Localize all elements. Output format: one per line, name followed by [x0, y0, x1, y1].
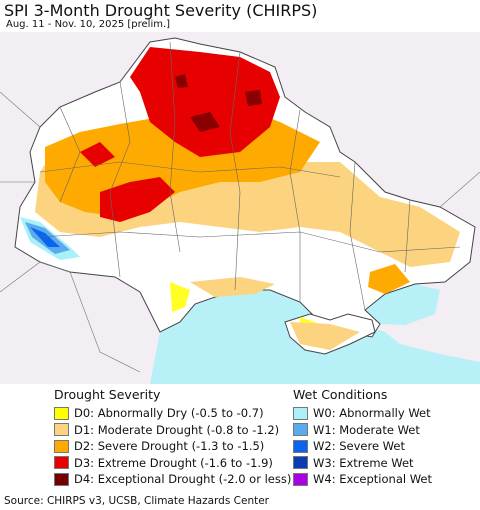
- legend-label-w4: W4: Exceptional Wet: [313, 472, 432, 487]
- legend-label-w2: W2: Severe Wet: [313, 439, 405, 454]
- swatch-w0: [293, 406, 308, 420]
- legend-label-d4: D4: Exceptional Drought (-2.0 or less): [74, 472, 292, 487]
- swatch-w1: [293, 423, 308, 437]
- drought-legend: Drought Severity D0: Abnormally Dry (-0.…: [54, 387, 291, 488]
- wet-legend: Wet Conditions W0: Abnormally Wet W1: Mo…: [293, 387, 432, 488]
- drought-d3-area: [80, 47, 280, 222]
- oblast-boundaries: [39, 41, 461, 311]
- wet-areas: [20, 217, 80, 260]
- swatch-d3: [54, 456, 69, 470]
- legend-item-w4: W4: Exceptional Wet: [293, 471, 432, 488]
- legend-label-w3: W3: Extreme Wet: [313, 455, 414, 470]
- swatch-w2: [293, 439, 308, 453]
- legend-item-d4: D4: Exceptional Drought (-2.0 or less): [54, 471, 291, 488]
- swatch-d4: [54, 472, 69, 486]
- legend-label-d1: D1: Moderate Drought (-0.8 to -1.2): [74, 422, 280, 437]
- legend-label-d3: D3: Extreme Drought (-1.6 to -1.9): [74, 455, 273, 470]
- legend-item-w0: W0: Abnormally Wet: [293, 405, 432, 422]
- wet-legend-title: Wet Conditions: [293, 387, 388, 402]
- source-credit: Source: CHIRPS v3, UCSB, Climate Hazards…: [4, 495, 269, 507]
- swatch-d2: [54, 439, 69, 453]
- legend-item-w1: W1: Moderate Wet: [293, 422, 432, 439]
- swatch-d0: [54, 406, 69, 420]
- legend-label-w0: W0: Abnormally Wet: [313, 406, 431, 421]
- sea-of-azov: [365, 284, 440, 325]
- drought-d4-area: [175, 74, 262, 132]
- swatch-w3: [293, 456, 308, 470]
- neighbor-borders: [0, 91, 480, 373]
- legend-label-d0: D0: Abnormally Dry (-0.5 to -0.7): [74, 406, 264, 421]
- map-title: SPI 3-Month Drought Severity (CHIRPS): [4, 1, 318, 20]
- swatch-w4: [293, 472, 308, 486]
- legend-label-d2: D2: Severe Drought (-1.3 to -1.5): [74, 439, 265, 454]
- legend-item-d3: D3: Extreme Drought (-1.6 to -1.9): [54, 455, 291, 472]
- legend-item-w3: W3: Extreme Wet: [293, 455, 432, 472]
- drought-map: [0, 32, 480, 384]
- legend-item-w2: W2: Severe Wet: [293, 438, 432, 455]
- legend-item-d1: D1: Moderate Drought (-0.8 to -1.2): [54, 422, 291, 439]
- legend-item-d2: D2: Severe Drought (-1.3 to -1.5): [54, 438, 291, 455]
- legend-item-d0: D0: Abnormally Dry (-0.5 to -0.7): [54, 405, 291, 422]
- swatch-d1: [54, 423, 69, 437]
- legend-label-w1: W1: Moderate Wet: [313, 422, 420, 437]
- drought-legend-title: Drought Severity: [54, 387, 161, 402]
- map-subtitle: Aug. 11 - Nov. 10, 2025 [prelim.]: [6, 19, 171, 30]
